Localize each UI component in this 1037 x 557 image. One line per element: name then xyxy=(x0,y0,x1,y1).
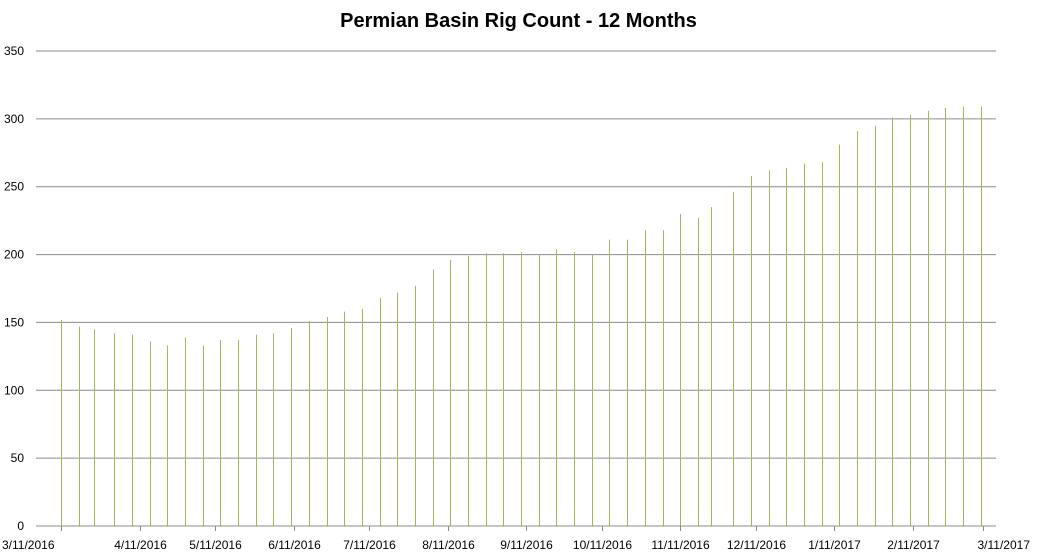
x-tick-label: 8/11/2016 xyxy=(422,538,475,552)
x-tick-label: 2/11/2017 xyxy=(887,538,940,552)
x-tick-label: 7/11/2016 xyxy=(343,538,396,552)
x-tick-label: 5/11/2016 xyxy=(189,538,242,552)
x-tick-label: 3/11/2016 xyxy=(2,538,55,552)
y-tick-label: 150 xyxy=(4,315,24,329)
y-tick-label: 200 xyxy=(4,248,24,262)
x-tick-label: 10/11/2016 xyxy=(573,538,632,552)
y-tick-label: 50 xyxy=(11,451,25,465)
x-tick-label: 1/11/2017 xyxy=(808,538,861,552)
x-tick-label: 6/11/2016 xyxy=(268,538,321,552)
x-tick-label: 4/11/2016 xyxy=(114,538,167,552)
x-tick-label: 9/11/2016 xyxy=(500,538,553,552)
x-tick-label: 12/11/2016 xyxy=(727,538,786,552)
y-tick-label: 350 xyxy=(4,44,24,58)
chart-title: Permian Basin Rig Count - 12 Months xyxy=(340,10,697,32)
y-tick-label: 0 xyxy=(17,519,24,533)
y-tick-label: 100 xyxy=(4,383,24,397)
x-tick-label: 11/11/2016 xyxy=(651,538,710,552)
y-tick-label: 300 xyxy=(4,112,24,126)
x-tick-label: 3/11/2017 xyxy=(978,538,1031,552)
y-tick-label: 250 xyxy=(4,180,24,194)
